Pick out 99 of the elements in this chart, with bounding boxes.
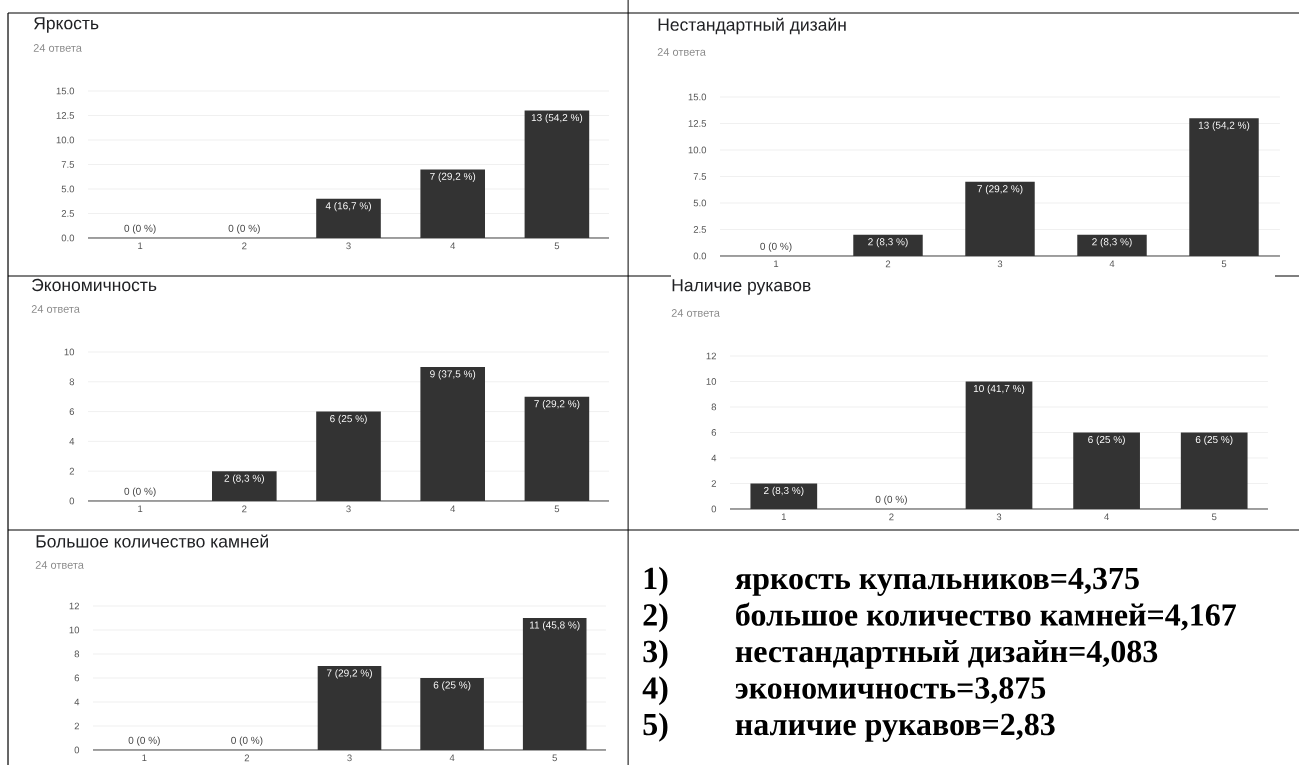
x-tick-label: 5: [1211, 513, 1217, 521]
x-tick-label: 4: [1104, 513, 1109, 521]
chart-subtitle: 24 ответа: [657, 48, 706, 56]
chart-title: Нестандартный дизайн: [658, 17, 846, 35]
chart-subtitle: 24 ответа: [33, 44, 82, 52]
data-label: 6 (25 %): [330, 414, 367, 425]
data-label: 0 (0 %): [228, 224, 260, 234]
x-tick-label: 3: [347, 754, 352, 762]
x-tick-label: 4: [1109, 260, 1115, 268]
chart-title: Наличие рукавов: [672, 279, 811, 295]
y-tick-label: 12.5: [56, 112, 75, 119]
data-label: 0 (0 %): [124, 224, 156, 234]
y-tick-label: 10: [64, 348, 75, 356]
x-tick-label: 5: [552, 754, 557, 762]
x-tick-label: 1: [781, 513, 786, 521]
x-tick-label: 1: [774, 260, 779, 268]
y-tick-label: 2: [69, 467, 75, 475]
y-tick-label: 7.5: [61, 161, 75, 168]
data-label: 11 (45,8 %): [529, 621, 580, 631]
x-tick-label: 5: [1221, 260, 1227, 268]
y-tick-label: 6: [69, 408, 75, 415]
x-tick-label: 3: [997, 260, 1003, 268]
y-tick-label: 10.0: [688, 146, 707, 154]
data-label: 7 (29,2 %): [430, 172, 476, 182]
data-label: 2 (8,3 %): [868, 237, 908, 248]
y-tick-label: 2: [74, 722, 80, 730]
data-label: 9 (37,5 %): [430, 370, 476, 380]
x-tick-label: 1: [138, 242, 143, 250]
chart-title: Экономичность: [32, 278, 157, 292]
chart-subtitle: 24 ответа: [671, 309, 720, 317]
data-label: 2 (8,3 %): [764, 486, 804, 496]
data-label: 0 (0 %): [875, 495, 907, 505]
chart-subtitle: 24 ответа: [31, 305, 80, 313]
y-tick-label: 2.5: [693, 226, 707, 233]
data-label: 10 (41,7 %): [973, 384, 1025, 394]
data-label: 2 (8,3 %): [224, 474, 264, 484]
y-tick-label: 10: [69, 626, 80, 634]
data-label: 0 (0 %): [124, 487, 156, 497]
x-tick-label: 4: [450, 505, 456, 513]
text: 5) наличие рукавов=2,83: [643, 712, 1055, 742]
y-tick-label: 4: [711, 454, 717, 462]
data-label: 0 (0 %): [128, 736, 160, 746]
y-tick-label: 0.0: [61, 234, 75, 242]
data-label: 0 (0 %): [760, 242, 792, 252]
x-tick-label: 5: [554, 505, 560, 513]
y-tick-label: 2.5: [61, 210, 75, 217]
y-tick-label: 12: [706, 352, 716, 360]
data-label: 6 (25 %): [1195, 435, 1233, 445]
x-tick-label: 2: [242, 505, 247, 513]
x-tick-label: 4: [449, 754, 455, 762]
y-tick-label: 7.5: [693, 173, 707, 180]
y-tick-label: 12.5: [688, 120, 707, 127]
x-tick-label: 1: [142, 754, 147, 762]
text: 4) экономичность=3,875: [642, 676, 1046, 706]
text: 1) яркость купальников=4,375: [644, 566, 1139, 596]
x-tick-label: 3: [346, 242, 351, 250]
y-tick-label: 0.0: [693, 252, 707, 260]
y-tick-label: 6: [711, 429, 717, 436]
chart-title: Большое количество камней: [36, 534, 268, 548]
y-tick-label: 12: [69, 602, 80, 610]
y-tick-label: 10.0: [56, 136, 75, 144]
y-tick-label: 6: [74, 674, 80, 682]
text: 3) нестандартный дизайн=4,083: [643, 639, 1158, 669]
data-label: 6 (25 %): [1088, 435, 1125, 445]
x-tick-label: 2: [885, 260, 891, 268]
x-tick-label: 3: [346, 505, 351, 513]
y-tick-label: 4: [74, 698, 80, 706]
y-tick-label: 15.0: [688, 93, 707, 101]
data-label: 7 (29,2 %): [977, 184, 1023, 195]
y-tick-label: 0: [74, 746, 80, 754]
x-tick-label: 5: [554, 242, 560, 250]
y-tick-label: 5.0: [693, 199, 707, 207]
y-tick-label: 0: [711, 505, 717, 513]
y-tick-label: 8: [74, 650, 80, 658]
y-tick-label: 8: [711, 403, 717, 411]
y-tick-label: 8: [69, 378, 75, 386]
data-label: 2 (8,3 %): [1092, 237, 1132, 248]
x-tick-label: 4: [450, 242, 456, 250]
y-tick-label: 2: [711, 480, 716, 487]
y-tick-label: 10: [706, 378, 717, 385]
x-tick-label: 2: [242, 242, 247, 250]
data-label: 4 (16,7 %): [325, 201, 371, 212]
data-label: 6 (25 %): [433, 681, 471, 691]
x-tick-label: 2: [244, 754, 250, 762]
data-label: 7 (29,2 %): [534, 399, 580, 410]
x-tick-label: 3: [996, 513, 1002, 521]
data-label: 13 (54,2 %): [1198, 121, 1250, 131]
chart-title: Яркость: [34, 17, 99, 33]
text: 2) большое количество камней=4,167: [643, 602, 1236, 633]
data-label: 7 (29,2 %): [326, 669, 372, 679]
y-tick-label: 15.0: [56, 87, 75, 95]
data-label: 13 (54,2 %): [531, 113, 583, 124]
y-tick-label: 5.0: [61, 185, 75, 193]
data-label: 0 (0 %): [231, 736, 263, 746]
chart-subtitle: 24 ответа: [35, 561, 84, 569]
y-tick-label: 4: [69, 438, 75, 445]
x-tick-label: 1: [138, 505, 143, 513]
x-tick-label: 2: [889, 513, 894, 521]
y-tick-label: 0: [69, 497, 75, 505]
